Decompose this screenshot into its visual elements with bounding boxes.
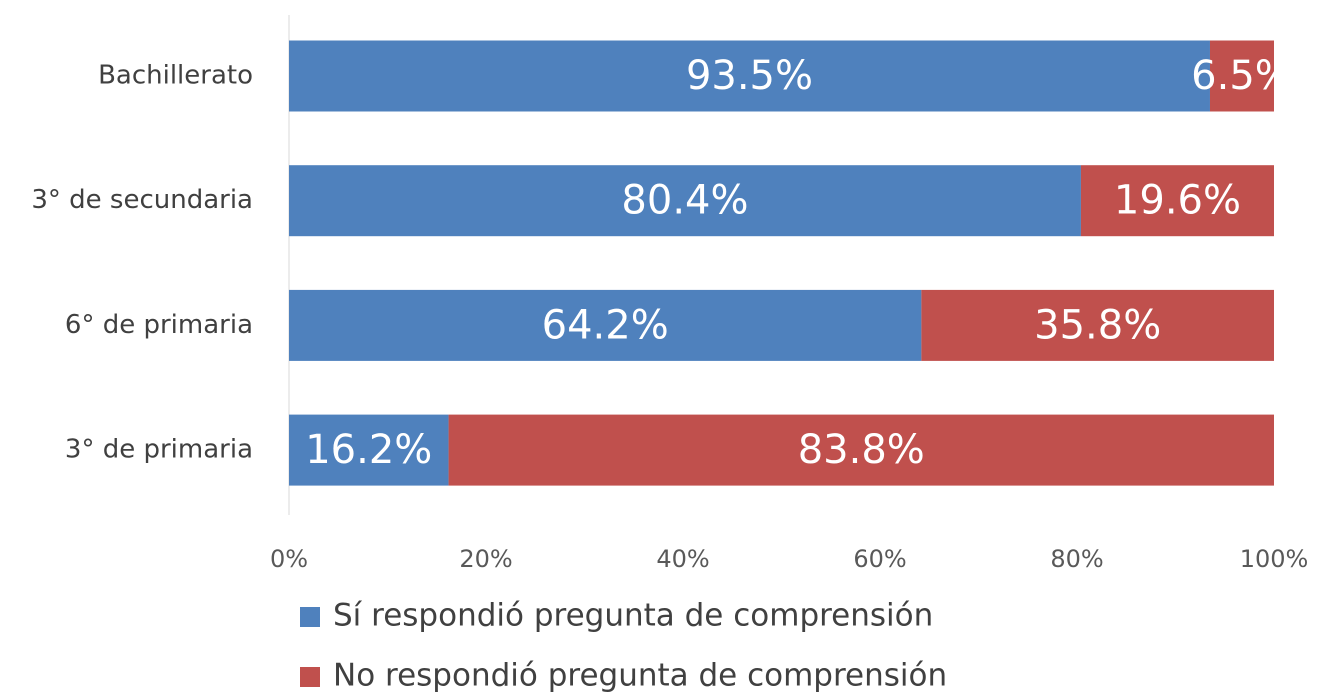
bar-segment — [921, 289, 1274, 361]
data-label: 35.8% — [1034, 302, 1161, 348]
legend-label: Sí respondió pregunta de comprensión — [333, 598, 933, 634]
x-tick-label: 20% — [459, 545, 512, 573]
bar-segment — [1209, 40, 1274, 112]
legend-swatch — [300, 607, 320, 627]
bar-segment — [448, 414, 1274, 486]
data-label: 6.5% — [1191, 53, 1293, 99]
bar-segment — [289, 289, 922, 361]
x-tick-label: 0% — [270, 545, 308, 573]
bar-segment — [289, 40, 1210, 112]
bar-segment — [1080, 165, 1274, 237]
data-label: 83.8% — [798, 427, 925, 473]
legend-swatch — [300, 667, 320, 687]
bar-segment — [289, 165, 1081, 237]
x-tick-label: 80% — [1050, 545, 1103, 573]
bar-segment — [289, 414, 449, 486]
data-label: 19.6% — [1114, 178, 1241, 224]
y-tick-label: Bachillerato — [98, 61, 253, 91]
y-tick-label: 6° de primaria — [65, 310, 253, 340]
y-tick-label: 3° de secundaria — [31, 185, 253, 215]
data-label: 80.4% — [621, 178, 748, 224]
data-label: 64.2% — [542, 302, 669, 348]
data-label: 16.2% — [305, 427, 432, 473]
legend-label: No respondió pregunta de comprensión — [333, 658, 947, 694]
x-tick-label: 40% — [656, 545, 709, 573]
x-tick-label: 100% — [1240, 545, 1309, 573]
y-tick-label: 3° de primaria — [65, 435, 253, 465]
x-tick-label: 60% — [853, 545, 906, 573]
data-label: 93.5% — [686, 53, 813, 99]
